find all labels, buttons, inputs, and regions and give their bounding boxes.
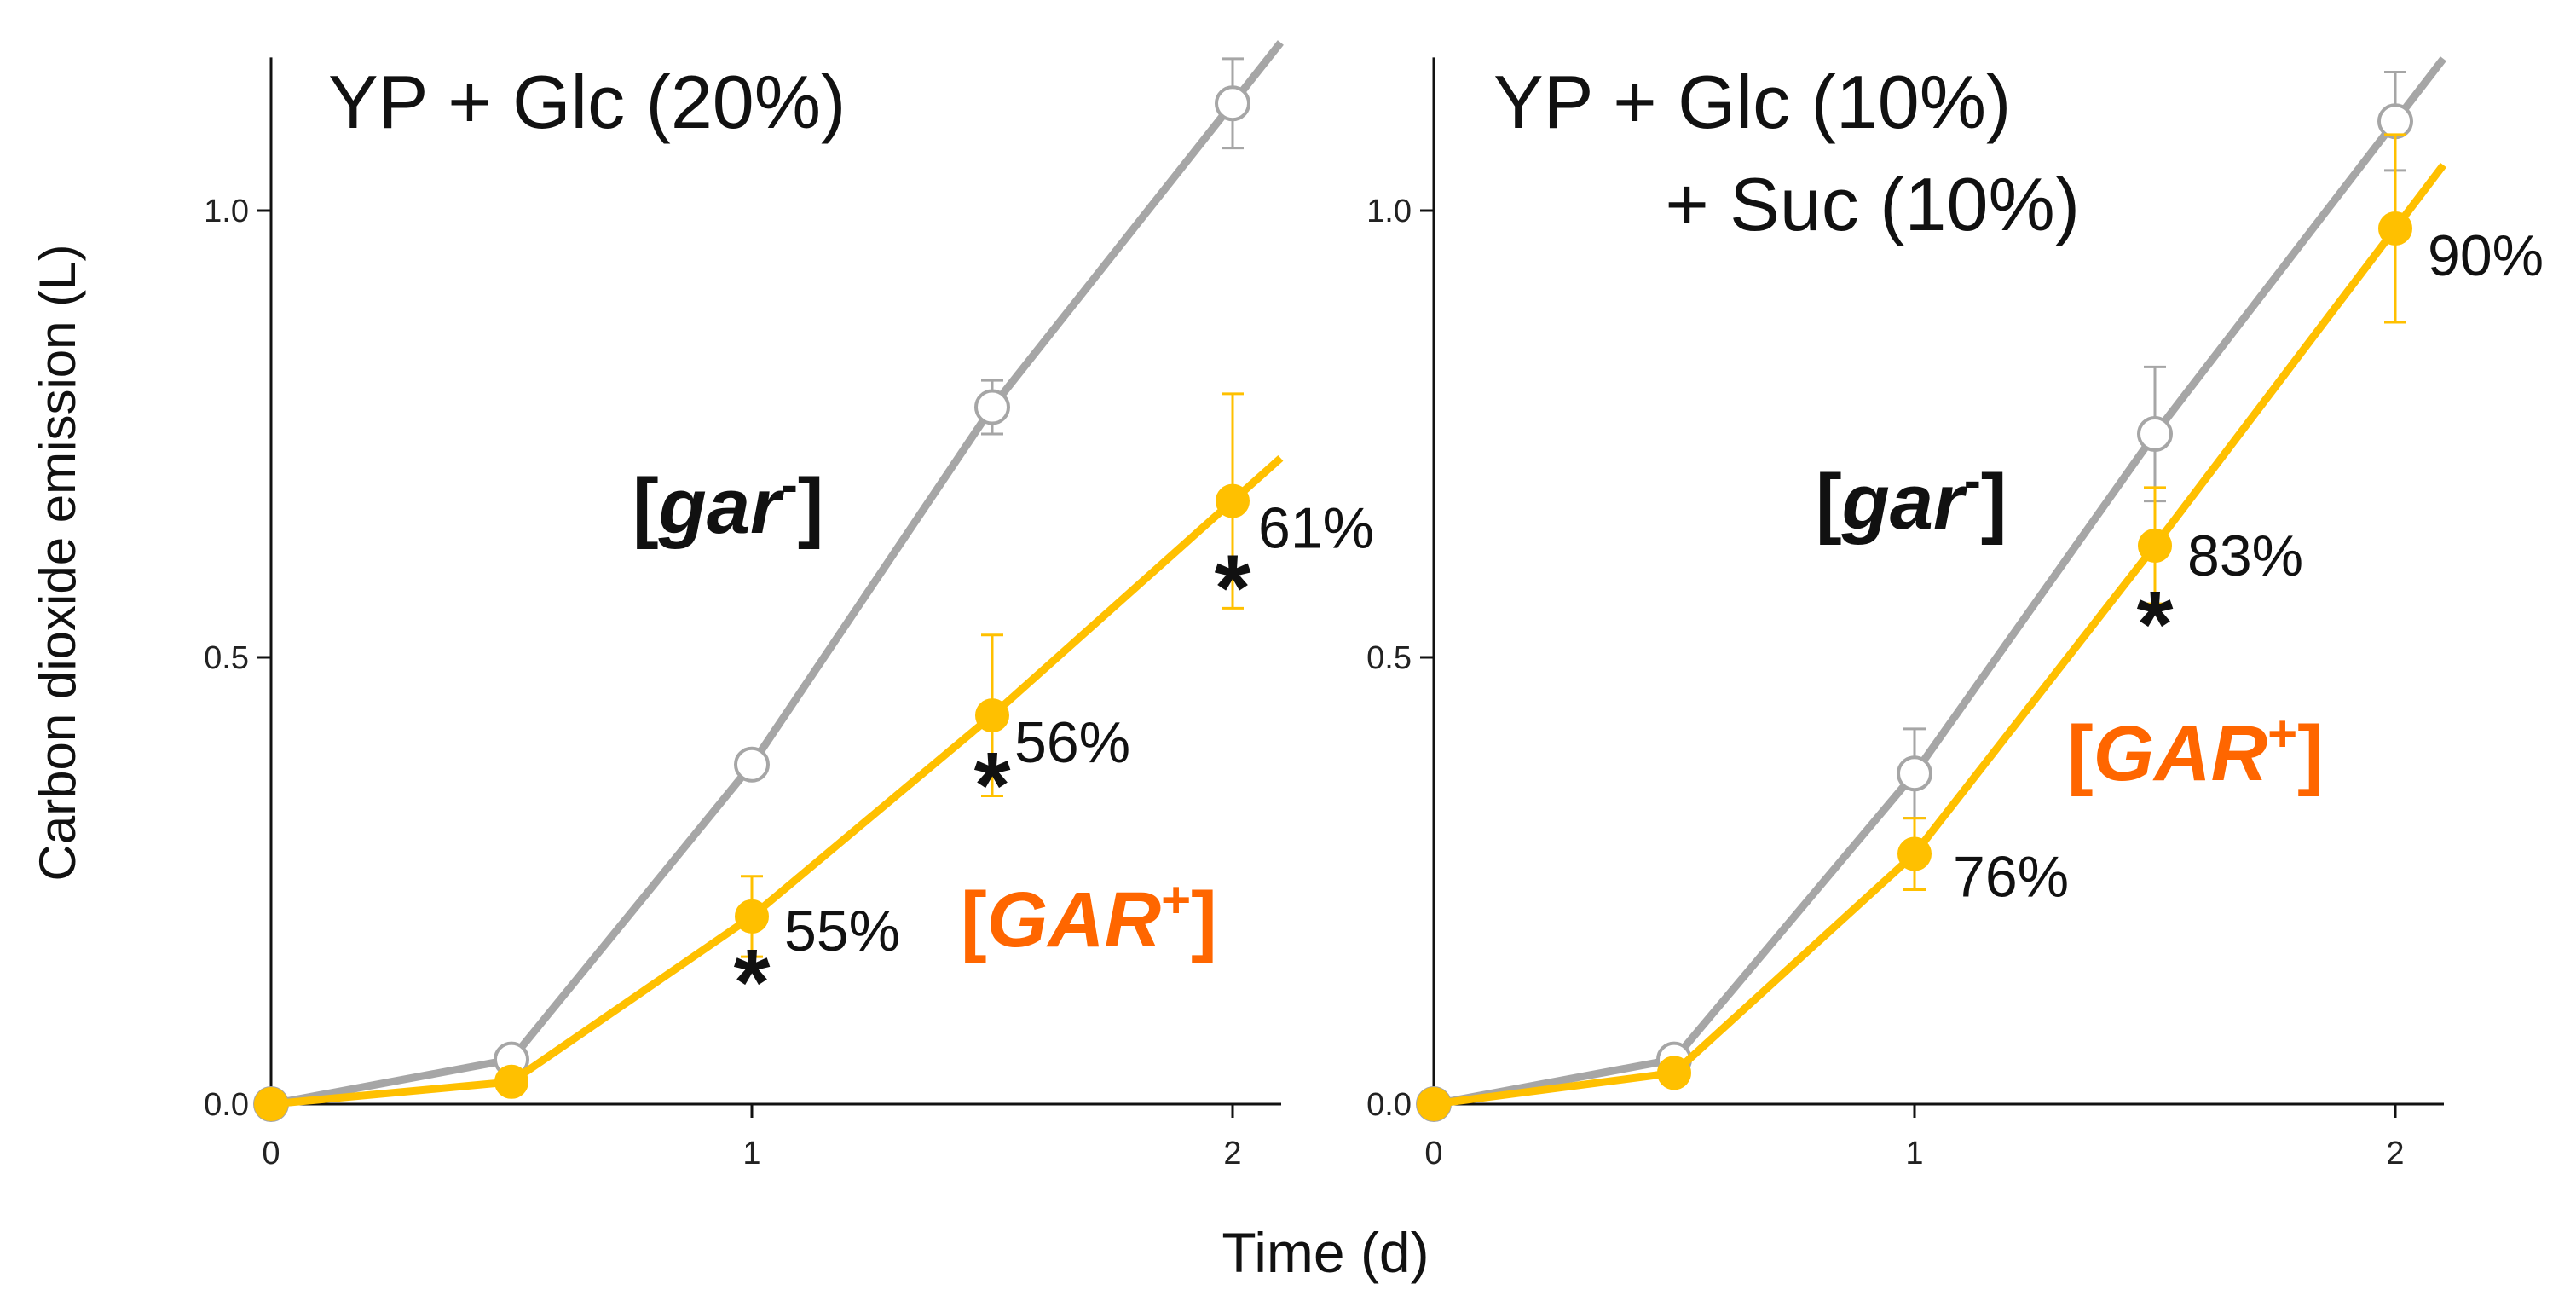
data-point xyxy=(974,389,1010,425)
percent-label: 76% xyxy=(1953,845,2069,910)
data-point xyxy=(494,1064,528,1099)
significance-star: * xyxy=(974,733,1011,838)
y-tick-label: 1.0 xyxy=(204,194,249,229)
y-axis-title: Carbon dioxide emission (L) xyxy=(29,244,86,881)
data-point xyxy=(975,698,1009,733)
series-GAR-plus xyxy=(254,392,1284,1121)
y-tick-label: 0.5 xyxy=(1366,640,1412,676)
data-point xyxy=(735,899,769,934)
series-line xyxy=(1433,162,2446,1108)
percent-label: 55% xyxy=(784,899,900,963)
data-point xyxy=(1417,1087,1451,1121)
series-label-GAR-plus: [GAR+] xyxy=(2067,705,2324,797)
data-point xyxy=(734,746,770,783)
x-tick-label: 0 xyxy=(262,1136,280,1171)
series-label-GAR-plus: [GAR+] xyxy=(961,871,1217,963)
x-tick-label: 2 xyxy=(1223,1136,1241,1171)
y-tick-label: 0.5 xyxy=(204,640,249,676)
data-point xyxy=(1897,755,1932,792)
panel-title-line2: + Suc (10%) xyxy=(1665,162,2080,246)
significance-star: * xyxy=(734,930,771,1035)
y-tick-label: 0.0 xyxy=(204,1087,249,1123)
data-point xyxy=(1215,85,1250,122)
data-point xyxy=(1897,836,1932,871)
percent-label: 83% xyxy=(2187,523,2303,588)
series-line xyxy=(270,454,1284,1108)
data-point xyxy=(2137,416,2173,452)
series-GAR-plus xyxy=(1417,133,2446,1121)
percent-label: 56% xyxy=(1014,710,1130,775)
significance-star: * xyxy=(1215,536,1251,641)
x-tick-label: 2 xyxy=(2386,1136,2404,1171)
y-tick-label: 0.0 xyxy=(1366,1087,1412,1123)
series-label-gar-minus: [gar-] xyxy=(1816,452,2007,546)
panel-title: YP + Glc (20%) xyxy=(328,60,846,144)
data-point xyxy=(1657,1056,1691,1090)
percent-label: 61% xyxy=(1258,496,1374,561)
data-point xyxy=(2378,211,2412,246)
x-tick-label: 1 xyxy=(742,1136,760,1171)
series-label-gar-minus: [gar-] xyxy=(632,456,823,550)
x-axis-title: Time (d) xyxy=(1222,1221,1429,1284)
data-point xyxy=(2138,529,2172,563)
data-point xyxy=(1216,483,1250,518)
panel-1: 0.0 0.5 1.0 0 1 2 YP + Glc (20%) [gar-] [GAR+] 55… xyxy=(204,40,1374,1171)
significance-star: * xyxy=(2137,572,2174,677)
y-tick-label: 1.0 xyxy=(1366,194,1412,229)
panel-title: YP + Glc (10%) xyxy=(1493,60,2011,144)
x-tick-label: 1 xyxy=(1905,1136,1923,1171)
x-tick-label: 0 xyxy=(1424,1136,1442,1171)
panel-2: 0.0 0.5 1.0 0 1 2 YP + Glc (10%) + Suc (10%) [ga… xyxy=(1366,56,2544,1171)
percent-label: 90% xyxy=(2428,223,2544,288)
data-point xyxy=(2377,103,2413,140)
data-point xyxy=(254,1087,288,1121)
